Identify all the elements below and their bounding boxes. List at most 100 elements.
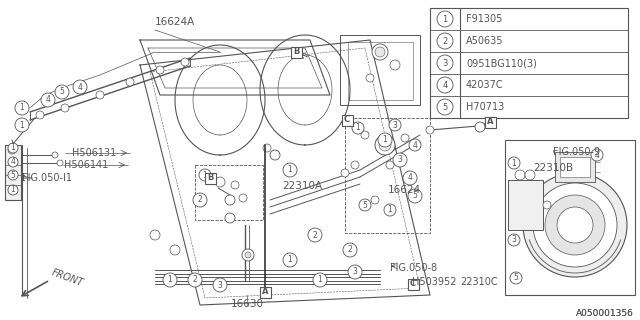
- Circle shape: [239, 194, 247, 202]
- Text: 3: 3: [442, 59, 448, 68]
- Text: 5: 5: [442, 102, 447, 111]
- Circle shape: [270, 150, 280, 160]
- Circle shape: [437, 11, 453, 27]
- Circle shape: [126, 78, 134, 86]
- Text: H503952: H503952: [412, 277, 456, 287]
- Circle shape: [283, 163, 297, 177]
- Circle shape: [543, 201, 551, 209]
- Circle shape: [193, 193, 207, 207]
- Text: 1: 1: [11, 143, 15, 153]
- Text: 5: 5: [513, 274, 518, 283]
- Circle shape: [181, 58, 189, 66]
- Bar: [430, 8, 628, 118]
- Circle shape: [199, 169, 211, 181]
- Circle shape: [591, 149, 603, 161]
- Circle shape: [508, 157, 520, 169]
- Text: H70713: H70713: [466, 102, 504, 112]
- Circle shape: [426, 126, 434, 134]
- Circle shape: [515, 170, 525, 180]
- Circle shape: [389, 119, 401, 131]
- Circle shape: [231, 181, 239, 189]
- Text: 22310B: 22310B: [533, 163, 573, 173]
- Text: 16624: 16624: [388, 185, 421, 195]
- Circle shape: [343, 243, 357, 257]
- Bar: [560, 157, 590, 177]
- Circle shape: [390, 60, 400, 70]
- Circle shape: [403, 171, 417, 185]
- Circle shape: [409, 139, 421, 151]
- Circle shape: [359, 199, 371, 211]
- Bar: [555, 152, 595, 182]
- Text: 2: 2: [193, 276, 197, 284]
- Text: 4: 4: [413, 140, 417, 149]
- Text: 16630: 16630: [230, 299, 264, 309]
- Circle shape: [8, 170, 18, 180]
- Text: 42037C: 42037C: [466, 80, 504, 90]
- Circle shape: [371, 196, 379, 204]
- Circle shape: [15, 101, 29, 115]
- Bar: [348, 42, 413, 100]
- Circle shape: [510, 272, 522, 284]
- Circle shape: [393, 153, 407, 167]
- Circle shape: [283, 253, 297, 267]
- Text: 3: 3: [511, 236, 516, 244]
- Circle shape: [150, 230, 160, 240]
- Circle shape: [41, 93, 55, 107]
- Circle shape: [313, 273, 327, 287]
- Text: 4: 4: [442, 81, 447, 90]
- Circle shape: [437, 77, 453, 93]
- Text: 3: 3: [353, 268, 357, 276]
- Text: A: A: [262, 287, 268, 297]
- Text: 3: 3: [218, 281, 223, 290]
- Text: 2: 2: [198, 196, 202, 204]
- Text: 22310C: 22310C: [460, 277, 498, 287]
- Text: 5: 5: [413, 191, 417, 201]
- Circle shape: [375, 135, 395, 155]
- Circle shape: [57, 160, 63, 166]
- Text: H506131: H506131: [72, 148, 116, 158]
- Text: FRONT: FRONT: [50, 268, 84, 288]
- Circle shape: [55, 85, 69, 99]
- Bar: [205, 172, 216, 183]
- Circle shape: [52, 152, 58, 158]
- Text: A50635: A50635: [466, 36, 504, 46]
- Circle shape: [8, 185, 18, 195]
- Text: 0951BG110(3): 0951BG110(3): [466, 58, 537, 68]
- Text: B: B: [207, 173, 213, 182]
- Circle shape: [170, 245, 180, 255]
- Circle shape: [437, 55, 453, 71]
- Circle shape: [557, 207, 593, 243]
- Circle shape: [341, 169, 349, 177]
- Text: A050001356: A050001356: [576, 308, 634, 317]
- Text: H506141: H506141: [64, 160, 108, 170]
- Text: B: B: [293, 47, 299, 57]
- Circle shape: [8, 146, 16, 154]
- Circle shape: [8, 143, 18, 153]
- Circle shape: [437, 33, 453, 49]
- Circle shape: [188, 273, 202, 287]
- Text: F91305: F91305: [466, 14, 502, 24]
- Bar: [195, 165, 263, 220]
- Text: 5: 5: [60, 87, 65, 97]
- Circle shape: [384, 204, 396, 216]
- Circle shape: [366, 74, 374, 82]
- Circle shape: [8, 157, 18, 167]
- Text: 1: 1: [511, 158, 516, 167]
- Bar: [345, 118, 430, 233]
- Circle shape: [213, 278, 227, 292]
- Text: 1: 1: [356, 124, 360, 132]
- Circle shape: [73, 80, 87, 94]
- Text: 3: 3: [397, 156, 403, 164]
- Circle shape: [15, 118, 29, 132]
- Text: 1: 1: [442, 14, 447, 23]
- Bar: [259, 286, 271, 298]
- Text: C: C: [410, 279, 416, 289]
- Text: FIG.050-9: FIG.050-9: [553, 147, 600, 157]
- Circle shape: [61, 104, 69, 112]
- Text: 22310A: 22310A: [282, 181, 322, 191]
- Circle shape: [242, 249, 254, 261]
- Circle shape: [408, 189, 422, 203]
- Circle shape: [533, 183, 617, 267]
- Bar: [342, 115, 353, 125]
- Circle shape: [545, 195, 605, 255]
